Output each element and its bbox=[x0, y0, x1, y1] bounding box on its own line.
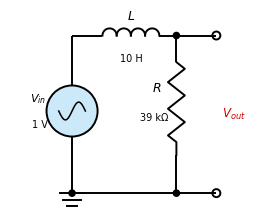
Text: 1 V: 1 V bbox=[32, 120, 48, 131]
Circle shape bbox=[69, 190, 75, 196]
Circle shape bbox=[46, 85, 98, 137]
Circle shape bbox=[173, 32, 180, 39]
Circle shape bbox=[173, 190, 180, 196]
Text: $V_{out}$: $V_{out}$ bbox=[222, 107, 246, 122]
Text: 39 kΩ: 39 kΩ bbox=[140, 113, 168, 123]
Text: $L$: $L$ bbox=[127, 10, 135, 23]
Text: $R$: $R$ bbox=[152, 82, 161, 95]
Text: $V_{in}$: $V_{in}$ bbox=[30, 92, 46, 106]
Text: 10 H: 10 H bbox=[120, 54, 142, 64]
